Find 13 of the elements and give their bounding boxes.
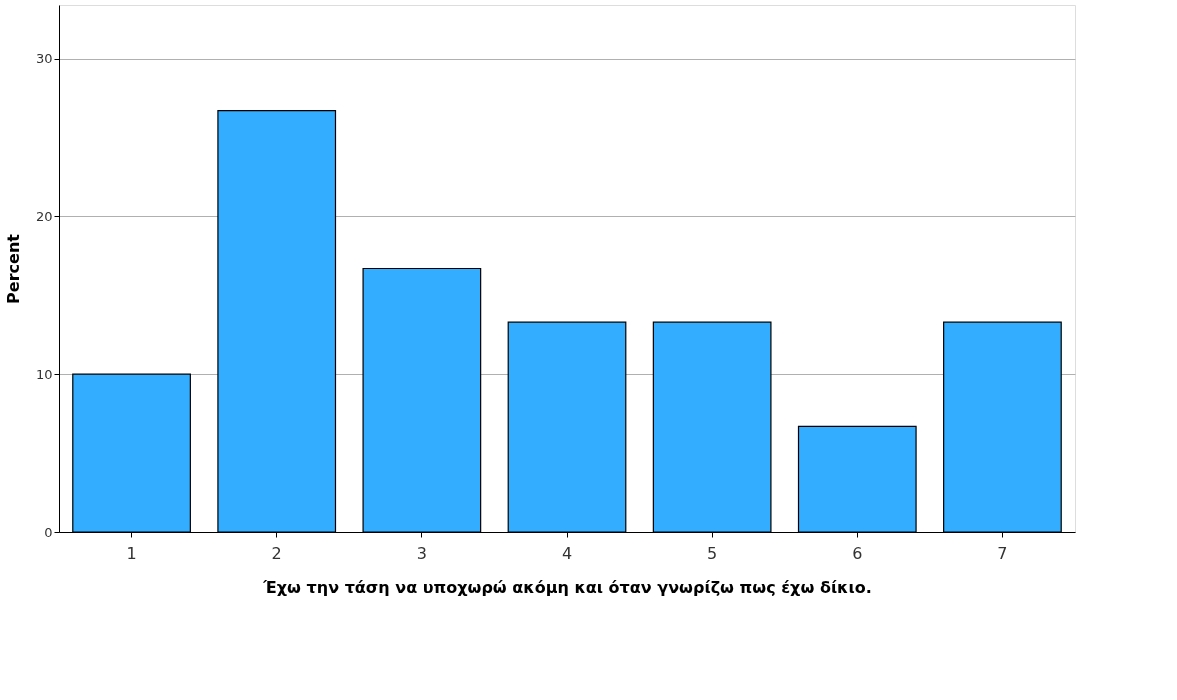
- x-tick-label: 1: [126, 543, 137, 563]
- x-tick-label: 4: [561, 543, 573, 563]
- x-tick-label: 2: [271, 543, 282, 563]
- x-tick-label: 5: [707, 543, 718, 563]
- x-tick-label: 7: [997, 543, 1008, 563]
- x-tick-label: 3: [416, 543, 427, 563]
- x-tick-label: 6: [852, 543, 863, 563]
- y-tick-label: 0: [44, 524, 53, 540]
- y-tick-label: 20: [35, 208, 53, 224]
- y-axis-title: Percent: [3, 233, 23, 304]
- y-tick-label: 30: [35, 51, 53, 67]
- y-tick-label: 10: [35, 366, 53, 382]
- x-axis-title: Έχω την τάση να υποχωρώ ακόμη και όταν γνωρίζω πως έχω δίκιο.: [262, 577, 872, 597]
